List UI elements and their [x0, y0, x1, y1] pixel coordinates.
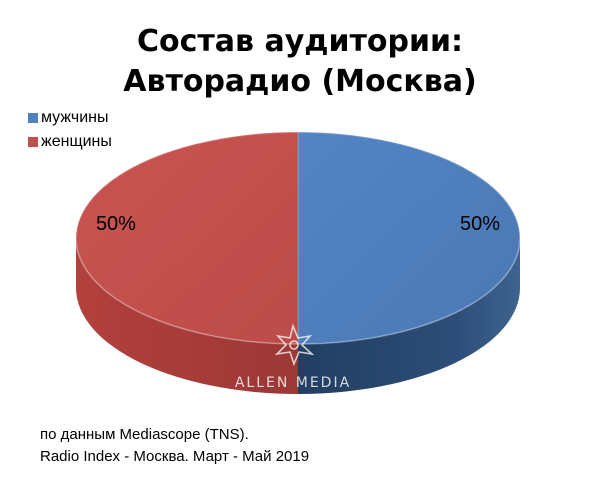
- source-note: по данным Mediascope (TNS). Radio Index …: [40, 424, 309, 468]
- legend-item-women: женщины: [28, 130, 112, 154]
- watermark: ALLEN MEDIA: [235, 323, 351, 391]
- source-line-2: Radio Index - Москва. Март - Май 2019: [40, 448, 310, 465]
- legend-label-men: мужчины: [41, 109, 109, 126]
- watermark-text: ALLEN MEDIA: [235, 375, 351, 391]
- legend-item-men: мужчины: [28, 106, 112, 130]
- source-line-1: по данным Mediascope (TNS).: [40, 426, 249, 443]
- chart-title-line-1: Состав аудитории:: [136, 24, 464, 59]
- data-label-women: 50%: [96, 213, 136, 235]
- chart-title-line-2: Авторадио (Москва): [123, 64, 477, 99]
- legend-label-women: женщины: [41, 133, 112, 150]
- pie-side-women: [76, 238, 298, 394]
- legend: мужчины женщины: [28, 106, 112, 154]
- data-label-men: 50%: [460, 213, 500, 235]
- pie-slice-men: [297, 131, 521, 345]
- legend-swatch-women: [28, 137, 38, 147]
- pie-slice-women: [75, 131, 299, 345]
- star-burst-icon: [274, 323, 315, 367]
- legend-swatch-men: [28, 113, 38, 123]
- pie-side-men: [298, 238, 520, 394]
- chart-title: Состав аудитории: Авторадио (Москва): [0, 22, 600, 102]
